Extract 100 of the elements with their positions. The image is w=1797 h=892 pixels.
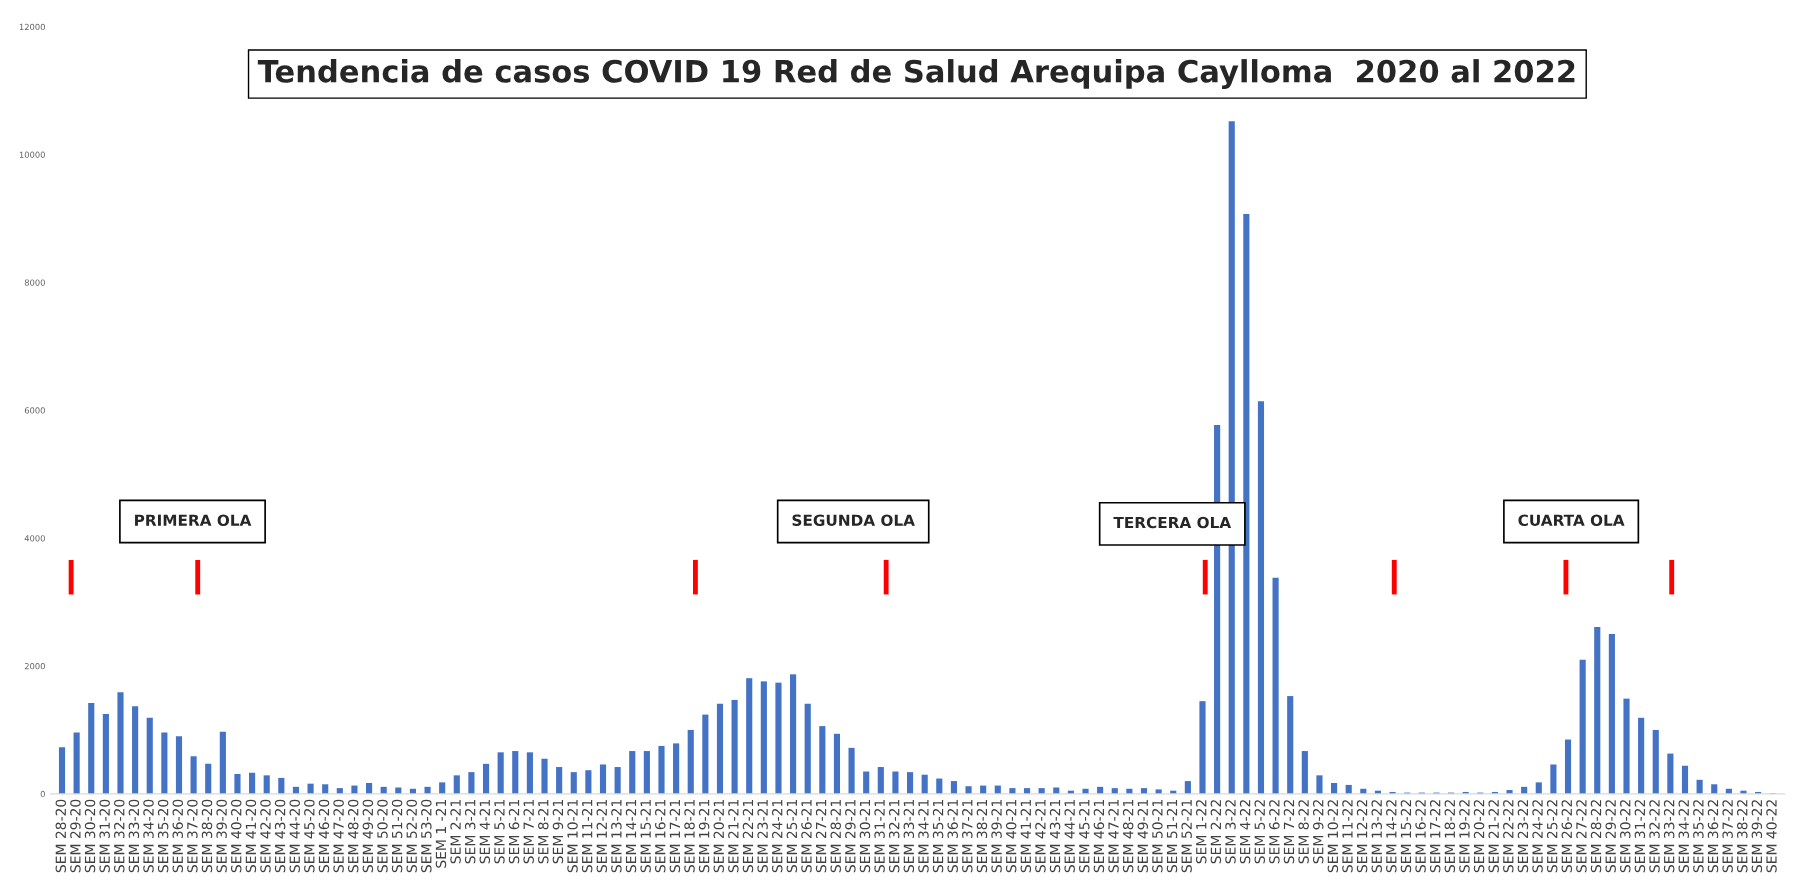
x-tick-label: SEM 12-21 bbox=[596, 800, 608, 873]
y-tick-label: 2000 bbox=[24, 663, 45, 670]
x-tick-label: SEM 23-22 bbox=[1517, 800, 1529, 873]
x-tick-label: SEM 32-22 bbox=[1649, 800, 1660, 873]
x-tick-label: SEM 9-22 bbox=[1312, 800, 1324, 864]
x-tick-label: SEM 49-21 bbox=[1137, 800, 1149, 873]
x-tick-label: SEM 28-22 bbox=[1590, 800, 1602, 873]
x-tick-label: SEM 22-21 bbox=[742, 800, 754, 873]
y-tick-label: 10000 bbox=[19, 151, 45, 158]
x-tick-label: SEM 30-21 bbox=[859, 800, 871, 873]
annotation: TERCERA OLA bbox=[1113, 516, 1232, 529]
annotation: SEGUNDA OLA bbox=[792, 514, 915, 526]
x-tick-label: SEM 42-20 bbox=[260, 799, 271, 873]
x-tick-label: SEM 4-21 bbox=[479, 800, 491, 864]
x-tick-label: SEM 38-22 bbox=[1737, 800, 1748, 873]
x-tick-label: SEM 2-21 bbox=[450, 800, 461, 864]
x-tick-label: SEM 8-21 bbox=[538, 800, 549, 864]
x-tick-label: SEM 46-20 bbox=[318, 799, 330, 873]
x-tick-label: SEM 31-22 bbox=[1634, 800, 1646, 873]
x-tick-label: SEM 28-20 bbox=[55, 799, 67, 873]
x-tick-label: SEM 15-22 bbox=[1400, 800, 1412, 873]
x-tick-label: SEM 29-20 bbox=[70, 799, 81, 873]
x-tick-label: SEM 40-20 bbox=[230, 799, 242, 873]
x-tick-label: SEM 18-21 bbox=[684, 800, 695, 873]
x-tick-label: SEM 29-21 bbox=[845, 800, 856, 873]
x-tick-label: SEM 3-22 bbox=[1225, 800, 1236, 864]
x-tick-label: SEM 40-21 bbox=[1005, 800, 1017, 873]
x-tick-label: SEM 37-21 bbox=[962, 800, 973, 873]
y-tick-label: 8000 bbox=[24, 279, 45, 286]
x-tick-label: SEM 30-22 bbox=[1620, 800, 1631, 873]
x-tick-label: SEM 45-20 bbox=[304, 799, 315, 873]
text: Tendencia de casos COVID 19 Red de Salud Arequipa Caylloma 2020 al 2022 bbox=[257, 59, 1575, 89]
x-tick-label: SEM 24-22 bbox=[1532, 800, 1543, 873]
x-tick-label: SEM 44-21 bbox=[1064, 800, 1075, 873]
x-tick-label: SEM 28-21 bbox=[830, 800, 841, 873]
x-tick-label: SEM 35-21 bbox=[932, 800, 944, 873]
x-tick-label: SEM 38-21 bbox=[976, 800, 988, 873]
x-tick-label: SEM 35-22 bbox=[1693, 800, 1704, 873]
x-tick-label: SEM 12-22 bbox=[1356, 800, 1368, 873]
x-tick-label: SEM 20-21 bbox=[713, 800, 725, 873]
x-tick-label: SEM 50-21 bbox=[1152, 800, 1163, 873]
y-tick-label: 0 bbox=[40, 790, 45, 798]
x-tick-label: SEM 43-20 bbox=[274, 799, 286, 873]
x-tick-label: SEM 10-21 bbox=[567, 800, 578, 873]
x-tick-label: SEM 44-20 bbox=[289, 799, 300, 873]
y-tick-label: 4000 bbox=[24, 535, 45, 542]
x-tick-label: SEM 21-21 bbox=[728, 800, 739, 873]
x-tick-label: SEM 47-21 bbox=[1108, 800, 1119, 873]
x-tick-label: SEM 27-22 bbox=[1576, 800, 1587, 873]
x-tick-label: SEM 35-20 bbox=[157, 799, 169, 873]
x-tick-label: SEM 29-22 bbox=[1605, 800, 1616, 873]
x-tick-label: SEM 20-22 bbox=[1473, 800, 1485, 873]
x-tick-label: SEM 52-20 bbox=[406, 799, 417, 873]
x-tick-label: SEM 52-21 bbox=[1181, 800, 1192, 873]
x-tick-label: SEM 34-22 bbox=[1678, 800, 1690, 873]
x-tick-label: SEM 1 -21 bbox=[435, 800, 447, 868]
x-tick-label: SEM 40-22 bbox=[1766, 800, 1777, 873]
x-tick-label: SEM 31-20 bbox=[99, 799, 110, 873]
x-tick-label: SEM 5-22 bbox=[1254, 800, 1265, 864]
x-tick-label: SEM 18-22 bbox=[1444, 800, 1456, 873]
x-tick-label: SEM 36-21 bbox=[947, 800, 958, 873]
x-tick-label: SEM 17-21 bbox=[669, 800, 681, 873]
x-tick-label: SEM 36-22 bbox=[1707, 800, 1719, 873]
x-tick-label: SEM 34-21 bbox=[918, 800, 929, 873]
x-tick-label: SEM 32-21 bbox=[888, 800, 900, 873]
x-tick-label: SEM 9-21 bbox=[552, 800, 564, 864]
x-tick-label: SEM 41-21 bbox=[1020, 800, 1032, 873]
x-tick-label: SEM 14-21 bbox=[625, 800, 637, 873]
x-tick-label: SEM 36-20 bbox=[172, 799, 184, 873]
x-tick-label: SEM 27-21 bbox=[815, 800, 827, 873]
x-tick-label: SEM 19-22 bbox=[1459, 800, 1470, 873]
x-tick-label: SEM 21-22 bbox=[1488, 800, 1499, 873]
x-tick-label: SEM 10-22 bbox=[1327, 800, 1339, 873]
x-tick-label: SEM 41-20 bbox=[245, 799, 257, 873]
x-tick-label: SEM 13-22 bbox=[1371, 800, 1382, 873]
x-tick-label: SEM 39-22 bbox=[1751, 800, 1763, 873]
x-tick-label: SEM 33-20 bbox=[128, 799, 140, 873]
x-tick-label: SEM 23-21 bbox=[757, 800, 768, 873]
x-tick-label: SEM 7-22 bbox=[1283, 800, 1295, 864]
x-tick-label: SEM 19-21 bbox=[698, 800, 710, 873]
x-tick-label: SEM 50-20 bbox=[377, 799, 388, 873]
x-tick-label: SEM 42-21 bbox=[1035, 800, 1046, 873]
x-tick-label: SEM 25-22 bbox=[1546, 800, 1558, 873]
x-tick-label: SEM 22-22 bbox=[1503, 800, 1514, 873]
x-tick-label: SEM 24-21 bbox=[771, 800, 783, 873]
x-tick-label: SEM 39-20 bbox=[216, 799, 227, 873]
x-tick-label: SEM 14-22 bbox=[1386, 800, 1397, 873]
x-tick-label: SEM 5-21 bbox=[494, 800, 505, 864]
x-tick-label: SEM 53-20 bbox=[421, 799, 432, 873]
y-tick-label: 6000 bbox=[24, 407, 45, 414]
x-tick-label: SEM 45-21 bbox=[1079, 800, 1090, 873]
x-tick-label: SEM 39-21 bbox=[991, 800, 1002, 873]
x-tick-label: SEM 1-22 bbox=[1196, 800, 1207, 864]
x-tick-label: SEM 51-20 bbox=[391, 799, 403, 873]
x-tick-label: SEM 26-22 bbox=[1561, 800, 1573, 873]
x-tick-label: SEM 2-22 bbox=[1210, 800, 1222, 864]
x-tick-label: SEM 8-22 bbox=[1298, 800, 1309, 864]
x-tick-label: SEM 33-21 bbox=[903, 800, 915, 873]
x-tick-label: SEM 25-21 bbox=[786, 800, 798, 873]
x-tick-label: SEM 15-21 bbox=[640, 800, 651, 873]
